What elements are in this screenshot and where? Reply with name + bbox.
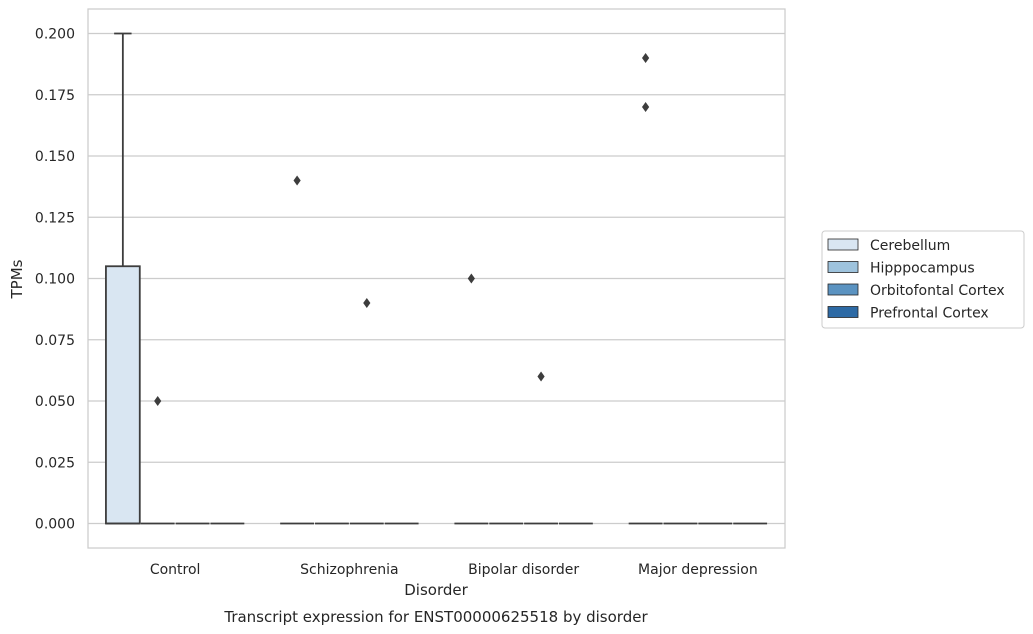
outlier-point bbox=[537, 371, 545, 382]
x-tick-label: Major depression bbox=[638, 562, 758, 578]
legend-swatch bbox=[827, 306, 859, 318]
legend-swatch bbox=[827, 238, 859, 251]
box-group bbox=[280, 175, 315, 525]
y-tick-label: 0.125 bbox=[35, 210, 75, 226]
y-tick-label: 0.025 bbox=[35, 455, 75, 471]
y-tick-label: 0.000 bbox=[35, 517, 75, 533]
legend-swatch bbox=[827, 261, 859, 273]
x-tick-labels: Control Schizophrenia Bipolar disorder Majo… bbox=[150, 562, 758, 578]
legend-swatch bbox=[827, 283, 859, 296]
y-tick-labels: 0.000 0.025 0.050 0.075 0.100 0.125 0.150 0.175… bbox=[35, 27, 75, 533]
x-tick-label: Schizophrenia bbox=[300, 562, 398, 578]
box-group bbox=[454, 273, 489, 525]
outlier-point bbox=[467, 273, 475, 284]
y-tick-label: 0.175 bbox=[35, 88, 75, 104]
plot-frame bbox=[87, 8, 786, 549]
legend: Cerebellum Hipppocampus Orbitofontal Corte… bbox=[821, 230, 1025, 329]
box-group bbox=[349, 298, 384, 525]
grid-lines bbox=[88, 32, 785, 525]
legend-label: Cerebellum bbox=[870, 238, 950, 254]
x-axis-label: Disorder bbox=[404, 581, 468, 599]
box-group bbox=[524, 371, 558, 525]
legend-frame bbox=[821, 230, 1025, 329]
outlier-point bbox=[293, 175, 301, 186]
x-tick-label: Bipolar disorder bbox=[468, 562, 579, 578]
box-plot-marks bbox=[105, 32, 768, 525]
box-group bbox=[140, 396, 175, 525]
outlier-point bbox=[363, 298, 371, 308]
legend-label: Prefrontal Cortex bbox=[870, 306, 989, 322]
outlier-point bbox=[154, 396, 162, 406]
x-tick-label: Control bbox=[150, 562, 201, 578]
y-tick-label: 0.100 bbox=[35, 272, 75, 288]
outlier-point bbox=[642, 102, 650, 112]
legend-label: Orbitofontal Cortex bbox=[870, 283, 1005, 299]
y-tick-label: 0.075 bbox=[35, 333, 75, 349]
y-axis-label: TPMs bbox=[8, 259, 26, 299]
y-tick-label: 0.150 bbox=[35, 149, 75, 165]
box-body bbox=[105, 265, 141, 525]
outlier-point bbox=[642, 53, 650, 63]
y-tick-label: 0.050 bbox=[35, 394, 75, 410]
box-group bbox=[105, 32, 141, 525]
chart-caption: Transcript expression for ENST0000062551… bbox=[223, 608, 648, 626]
legend-label: Hipppocampus bbox=[870, 261, 975, 277]
box-group bbox=[628, 53, 663, 525]
y-tick-label: 0.200 bbox=[35, 27, 75, 43]
